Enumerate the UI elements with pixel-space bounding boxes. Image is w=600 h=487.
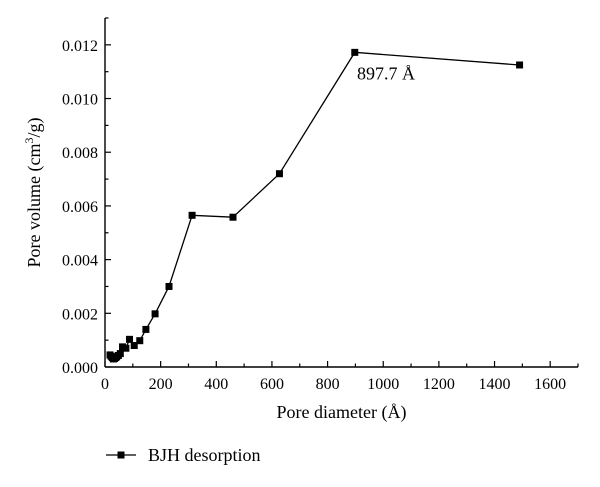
data-point xyxy=(122,344,130,352)
legend-label: BJH desorption xyxy=(148,445,261,465)
data-point xyxy=(116,350,124,358)
y-tick-label: 0.010 xyxy=(62,92,98,109)
x-tick-label: 1600 xyxy=(534,376,566,393)
data-point xyxy=(351,48,359,56)
x-tick-label: 1200 xyxy=(423,376,455,393)
annotations: 897.7 Å xyxy=(357,64,415,84)
annotation-label: 897.7 Å xyxy=(357,64,415,84)
data-point xyxy=(516,61,524,69)
x-tick-label: 600 xyxy=(260,376,284,393)
y-axis-title-main: Pore volume (cm xyxy=(24,144,45,268)
series-group xyxy=(106,48,524,363)
data-point xyxy=(188,211,196,219)
x-tick-label: 800 xyxy=(316,376,340,393)
y-tick-label: 0.004 xyxy=(62,253,98,270)
axes xyxy=(104,18,578,368)
data-point xyxy=(275,170,283,178)
y-tick-label: 0.012 xyxy=(62,38,98,55)
data-point xyxy=(136,337,144,345)
series-line xyxy=(109,51,520,360)
y-axis-title-end: /g) xyxy=(24,118,45,138)
y-axis-title-superscript: 3 xyxy=(22,138,36,144)
x-axis-title: Pore diameter (Å) xyxy=(277,402,407,423)
data-point xyxy=(142,325,150,333)
x-tick-label: 200 xyxy=(149,376,173,393)
y-tick-label: 0.002 xyxy=(62,306,98,323)
x-tick-label: 1000 xyxy=(367,376,399,393)
y-tick-label: 0.000 xyxy=(62,360,98,377)
x-axis-ticks: 0 200 400 600 800 1000 1200 1400 1600 xyxy=(101,361,579,393)
y-axis-ticks: 0.000 0.002 0.004 0.006 0.008 0.010 0.012 xyxy=(62,17,111,377)
legend: BJH desorption xyxy=(106,445,261,465)
data-point xyxy=(130,342,138,350)
data-point xyxy=(165,282,173,290)
y-tick-label: 0.008 xyxy=(62,145,98,162)
x-tick-label: 1400 xyxy=(479,376,511,393)
y-axis-title: Pore volume (cm3/g) xyxy=(22,118,45,268)
data-point xyxy=(151,310,159,318)
x-tick-label: 400 xyxy=(204,376,228,393)
data-point xyxy=(229,213,237,221)
y-tick-label: 0.006 xyxy=(62,199,98,216)
data-point xyxy=(125,335,133,343)
x-tick-label: 0 xyxy=(101,376,109,393)
legend-marker xyxy=(117,451,125,459)
